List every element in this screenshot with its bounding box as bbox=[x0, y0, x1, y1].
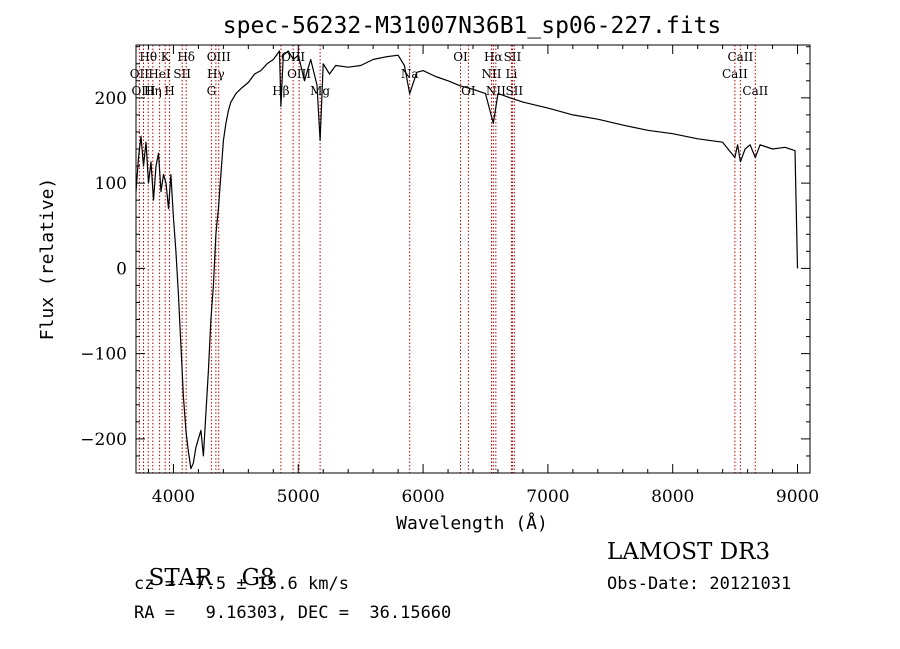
y-tick-label-2: 0 bbox=[116, 259, 127, 279]
redshift-line: cz = −7.5 ± 15.6 km/s bbox=[134, 574, 349, 594]
spectrum-line-0 bbox=[135, 50, 799, 470]
x-tick-label-3: 7000 bbox=[526, 487, 569, 507]
line-marker-label-17: OI bbox=[453, 50, 468, 64]
x-tick-label-5: 9000 bbox=[776, 487, 819, 507]
y-tick-label-3: 100 bbox=[95, 174, 127, 194]
line-marker-label-8: Hδ bbox=[177, 50, 195, 64]
line-marker-label-4: HeI bbox=[148, 67, 171, 81]
line-marker-label-11: G bbox=[207, 84, 217, 98]
line-marker-label-24: SII bbox=[505, 84, 523, 98]
line-marker-label-22: SII bbox=[504, 50, 522, 64]
plot-frame bbox=[135, 44, 811, 474]
y-axis-ticks: −200 −100 0 100 200 bbox=[80, 46, 810, 457]
spectrum-series bbox=[135, 50, 799, 470]
x-tick-label-1: 5000 bbox=[277, 487, 320, 507]
y-tick-label-0: −200 bbox=[80, 430, 127, 450]
line-marker-label-7: SII bbox=[173, 67, 191, 81]
line-marker-label-23: Li bbox=[506, 67, 518, 81]
obs-date-line: Obs-Date: 20121031 bbox=[607, 574, 792, 594]
line-marker-label-26: CaII bbox=[722, 67, 748, 81]
x-axis-label: Wavelength (Å) bbox=[396, 512, 548, 534]
x-axis-ticks: 4000 5000 6000 7000 8000 9000 bbox=[147, 45, 819, 507]
y-axis-label: Flux (relative) bbox=[37, 178, 58, 341]
line-marker-label-10: Hγ bbox=[207, 67, 225, 81]
coords-line: RA = 9.16303, DEC = 36.15660 bbox=[134, 603, 452, 623]
line-marker-label-2: OIII bbox=[131, 84, 155, 98]
line-marker-label-20: NII bbox=[481, 67, 501, 81]
line-marker-label-3: Hη bbox=[144, 84, 162, 98]
class-value: STAR bbox=[148, 565, 213, 591]
object-class: STAR G8 bbox=[134, 539, 275, 591]
line-marker-label-9: OIII bbox=[207, 50, 231, 64]
line-marker-label-6: H bbox=[164, 84, 174, 98]
line-marker-label-25: CaII bbox=[727, 50, 753, 64]
line-marker-label-15: Mg bbox=[310, 84, 330, 98]
subclass-value: G8 bbox=[241, 565, 275, 591]
y-tick-label-4: 200 bbox=[95, 89, 127, 109]
line-markers bbox=[138, 45, 756, 473]
y-tick-label-1: −100 bbox=[80, 345, 127, 365]
line-marker-label-13: OIII bbox=[281, 50, 305, 64]
line-marker-label-0: Hθ bbox=[139, 50, 157, 64]
line-marker-label-27: CaII bbox=[742, 84, 768, 98]
x-tick-label-4: 8000 bbox=[651, 487, 694, 507]
x-tick-label-2: 6000 bbox=[401, 487, 444, 507]
line-marker-label-1: OII bbox=[130, 67, 150, 81]
survey-name: LAMOST DR3 bbox=[607, 539, 771, 565]
chart-title: spec-56232-M31007N36B1_sp06-227.fits bbox=[223, 13, 722, 39]
line-marker-label-19: Hα bbox=[484, 50, 503, 64]
line-marker-label-5: K bbox=[161, 50, 171, 64]
x-tick-label-0: 4000 bbox=[152, 487, 195, 507]
